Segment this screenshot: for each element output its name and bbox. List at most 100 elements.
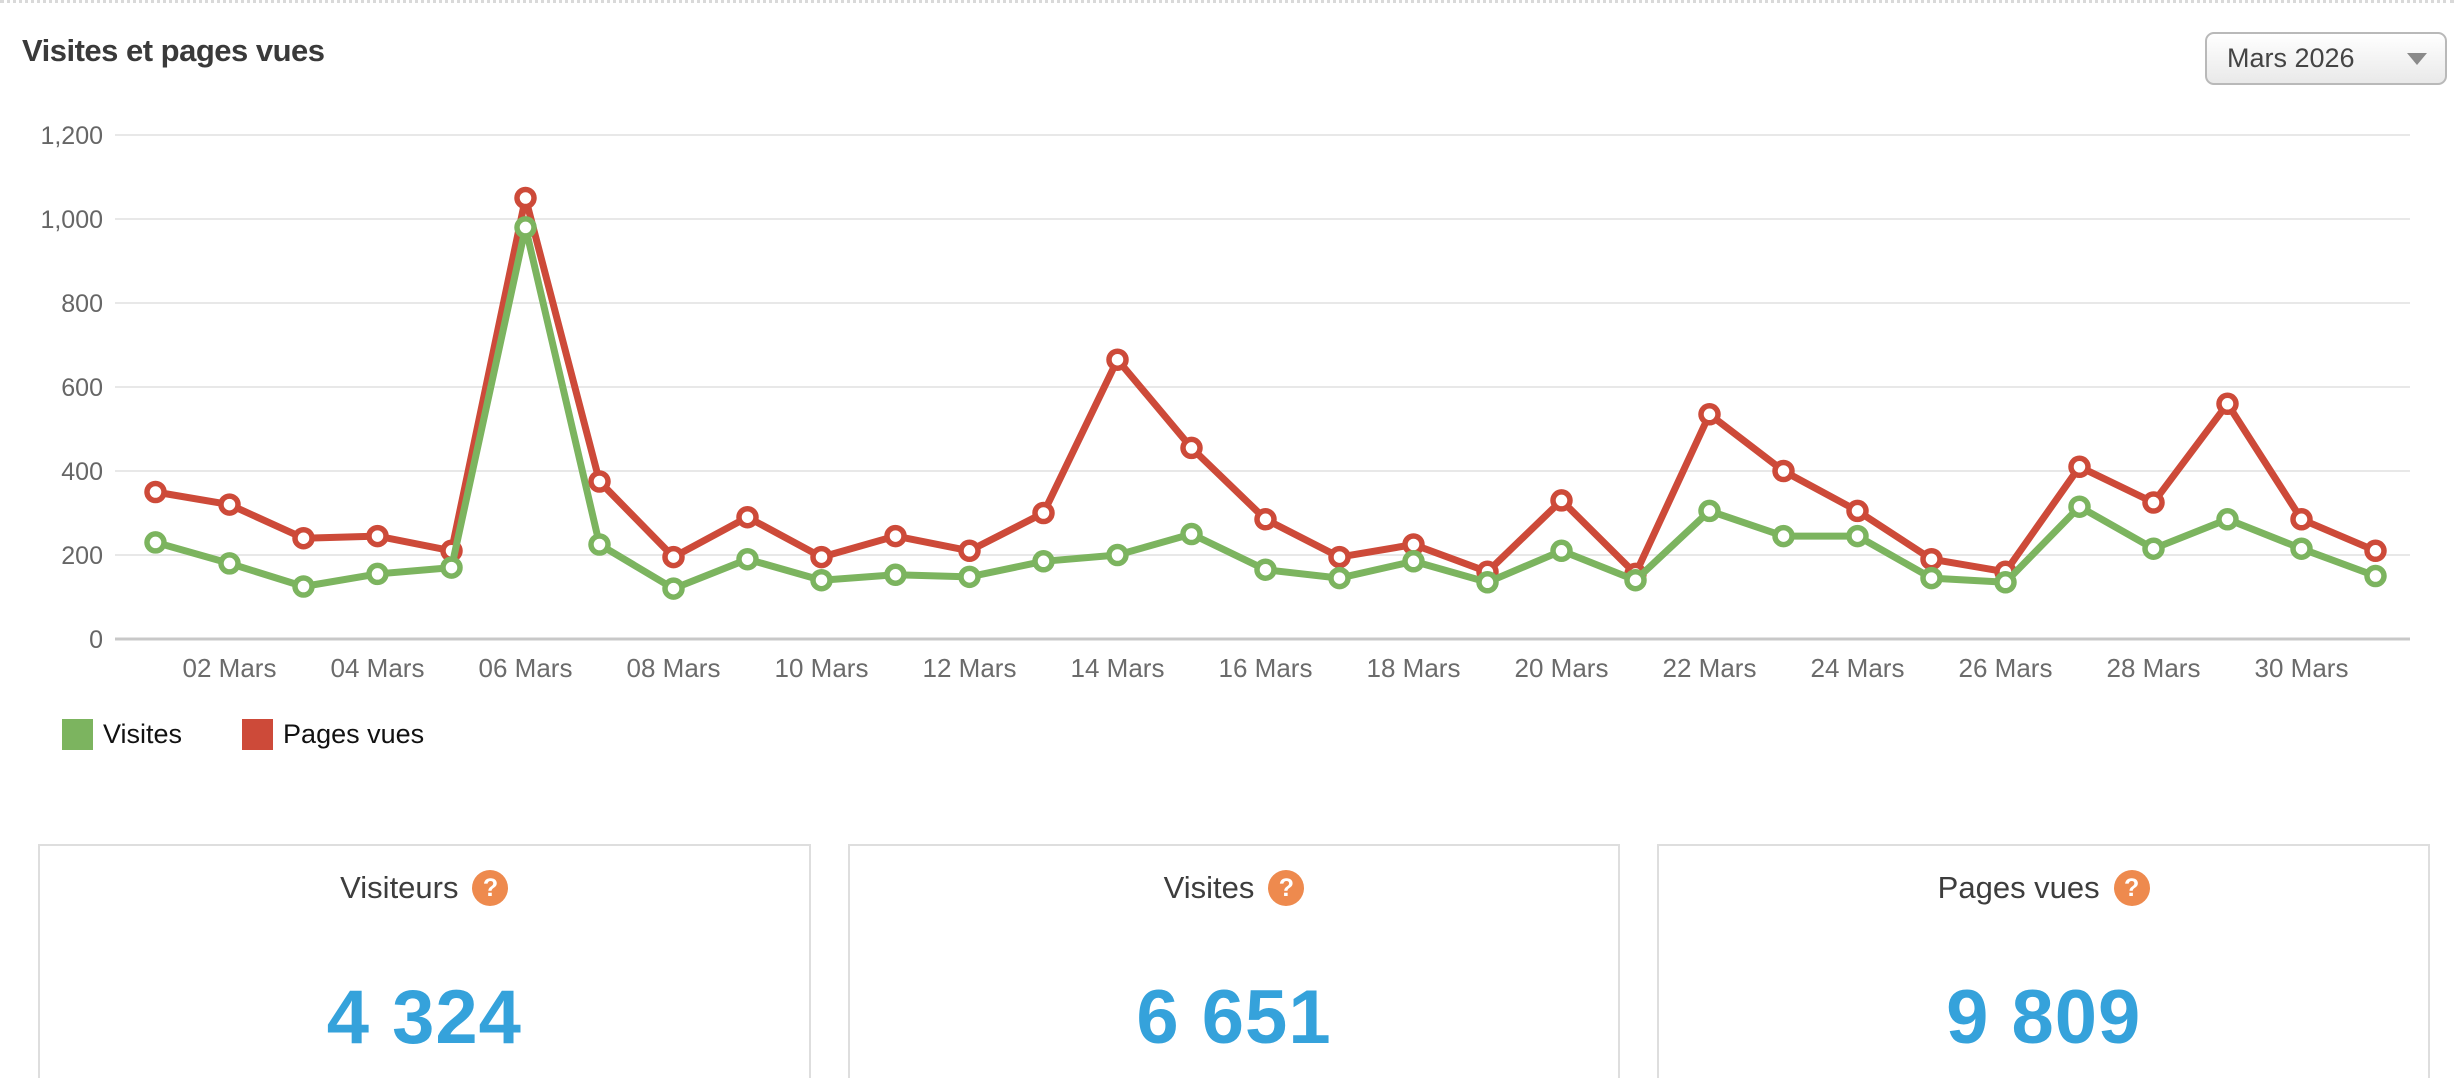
visits-pageviews-line-chart[interactable]: 0 200 400 600 800 1,000 1,200 02 Mars 04 Mars 06 …: [0, 3, 2454, 803]
data-point-marker[interactable]: [662, 545, 685, 569]
x-axis-tick-label: 18 Mars: [1367, 653, 1461, 683]
data-point-marker[interactable]: [1550, 489, 1573, 512]
data-point-marker[interactable]: [2290, 537, 2313, 560]
legend-label-visites: Visites: [103, 719, 183, 749]
x-axis-tick-label: 12 Mars: [923, 653, 1017, 683]
x-axis-tick-label: 26 Mars: [1959, 653, 2053, 683]
data-point-marker[interactable]: [1180, 522, 1203, 546]
data-point-marker[interactable]: [292, 526, 315, 550]
card-visites-title: Visites: [1163, 870, 1255, 905]
data-point-marker[interactable]: [1254, 508, 1277, 531]
data-point-marker[interactable]: [514, 216, 537, 239]
data-point-marker[interactable]: [2142, 537, 2165, 560]
data-point-marker[interactable]: [1402, 550, 1425, 573]
legend-item-pages-vues[interactable]: Pages vues: [242, 719, 424, 750]
x-axis-tick-label: 10 Mars: [775, 653, 869, 683]
x-axis-tick-label: 20 Mars: [1515, 653, 1609, 683]
chevron-down-icon: [2407, 52, 2427, 65]
help-icon[interactable]: ?: [1268, 870, 1305, 906]
y-axis-tick-label: 0: [89, 626, 103, 654]
data-point-marker[interactable]: [1772, 524, 1795, 548]
x-axis-tick-label: 30 Mars: [2255, 653, 2349, 683]
data-point-marker[interactable]: [1032, 550, 1055, 573]
help-icon[interactable]: ?: [2113, 870, 2150, 906]
data-point-marker[interactable]: [736, 505, 759, 529]
data-point-marker[interactable]: [292, 575, 315, 598]
data-point-marker[interactable]: [144, 531, 167, 554]
data-point-marker[interactable]: [2068, 455, 2091, 479]
card-visiteurs: Visiteurs ? 4 324: [38, 844, 811, 1078]
card-pages-vues-value: 9 809: [1946, 975, 2142, 1060]
data-point-marker[interactable]: [1920, 566, 1943, 590]
data-point-marker[interactable]: [2216, 392, 2239, 416]
data-point-marker[interactable]: [1624, 568, 1647, 592]
x-axis-tick-label: 04 Mars: [331, 653, 425, 683]
data-point-marker[interactable]: [810, 545, 833, 569]
series-line-visites: [152, 223, 2379, 593]
x-axis-tick-label: 22 Mars: [1663, 653, 1757, 683]
data-point-marker[interactable]: [1772, 459, 1795, 483]
data-point-marker[interactable]: [958, 539, 981, 563]
data-point-marker[interactable]: [588, 533, 611, 556]
data-point-marker[interactable]: [1328, 566, 1351, 590]
data-point-marker[interactable]: [1846, 499, 1869, 523]
x-axis-tick-label: 24 Mars: [1811, 653, 1905, 683]
data-point-marker[interactable]: [440, 556, 463, 579]
x-axis-tick-label: 06 Mars: [479, 653, 573, 683]
card-visites-value: 6 651: [1136, 975, 1332, 1060]
y-axis-tick-label: 400: [61, 458, 103, 486]
x-axis-tick-label: 16 Mars: [1219, 653, 1313, 683]
data-point-marker[interactable]: [1032, 501, 1055, 525]
card-pages-vues-title: Pages vues: [1937, 870, 2100, 905]
card-visites: Visites ? 6 651: [847, 844, 1621, 1078]
data-point-marker[interactable]: [1106, 348, 1129, 371]
visites-color-swatch: [62, 719, 93, 750]
pages-vues-color-swatch: [242, 719, 274, 750]
data-point-marker[interactable]: [1254, 558, 1277, 581]
data-point-marker[interactable]: [144, 480, 167, 504]
data-point-marker[interactable]: [218, 552, 241, 575]
data-point-marker[interactable]: [1106, 543, 1129, 567]
data-point-marker[interactable]: [218, 493, 241, 516]
card-pages-vues: Pages vues ? 9 809: [1657, 844, 2431, 1078]
data-point-marker[interactable]: [2290, 508, 2313, 531]
data-point-marker[interactable]: [1476, 571, 1499, 594]
x-axis-tick-label: 28 Mars: [2107, 653, 2201, 683]
legend-item-visites[interactable]: Visites: [62, 719, 182, 750]
data-point-marker[interactable]: [588, 470, 611, 493]
data-point-marker[interactable]: [1920, 547, 1943, 571]
legend-label-pages-vues: Pages vues: [283, 719, 425, 749]
data-point-marker[interactable]: [884, 524, 907, 548]
y-axis-tick-label: 200: [61, 542, 103, 570]
data-point-marker[interactable]: [958, 565, 981, 589]
data-point-marker[interactable]: [1328, 545, 1351, 569]
data-point-marker[interactable]: [514, 186, 537, 210]
x-axis-tick-label: 08 Mars: [627, 653, 721, 683]
data-point-marker[interactable]: [1846, 524, 1869, 548]
data-point-marker[interactable]: [2068, 495, 2091, 518]
data-point-marker[interactable]: [662, 577, 685, 600]
data-point-marker[interactable]: [810, 568, 833, 592]
data-point-marker[interactable]: [2142, 491, 2165, 514]
data-point-marker[interactable]: [1550, 539, 1573, 563]
x-axis-tick-label: 02 Mars: [183, 653, 277, 683]
data-point-marker[interactable]: [2364, 539, 2387, 563]
data-point-marker[interactable]: [736, 547, 759, 571]
data-point-marker[interactable]: [884, 563, 907, 586]
data-point-marker[interactable]: [1994, 571, 2017, 594]
y-axis-tick-label: 800: [61, 290, 103, 318]
month-selector[interactable]: Mars 2026: [2205, 32, 2447, 85]
card-visiteurs-title: Visiteurs: [340, 870, 459, 905]
data-point-marker[interactable]: [1698, 403, 1721, 426]
y-axis-tick-label: 600: [61, 374, 103, 402]
chart-legend: Visites Pages vues: [62, 719, 484, 750]
data-point-marker[interactable]: [2364, 564, 2387, 588]
month-selector-value: Mars 2026: [2227, 43, 2355, 73]
data-point-marker[interactable]: [366, 562, 389, 586]
data-point-marker[interactable]: [1698, 499, 1721, 523]
y-axis-tick-label: 1,000: [40, 206, 103, 234]
data-point-marker[interactable]: [366, 524, 389, 548]
help-icon[interactable]: ?: [472, 870, 509, 906]
data-point-marker[interactable]: [2216, 508, 2239, 531]
data-point-marker[interactable]: [1180, 436, 1203, 460]
